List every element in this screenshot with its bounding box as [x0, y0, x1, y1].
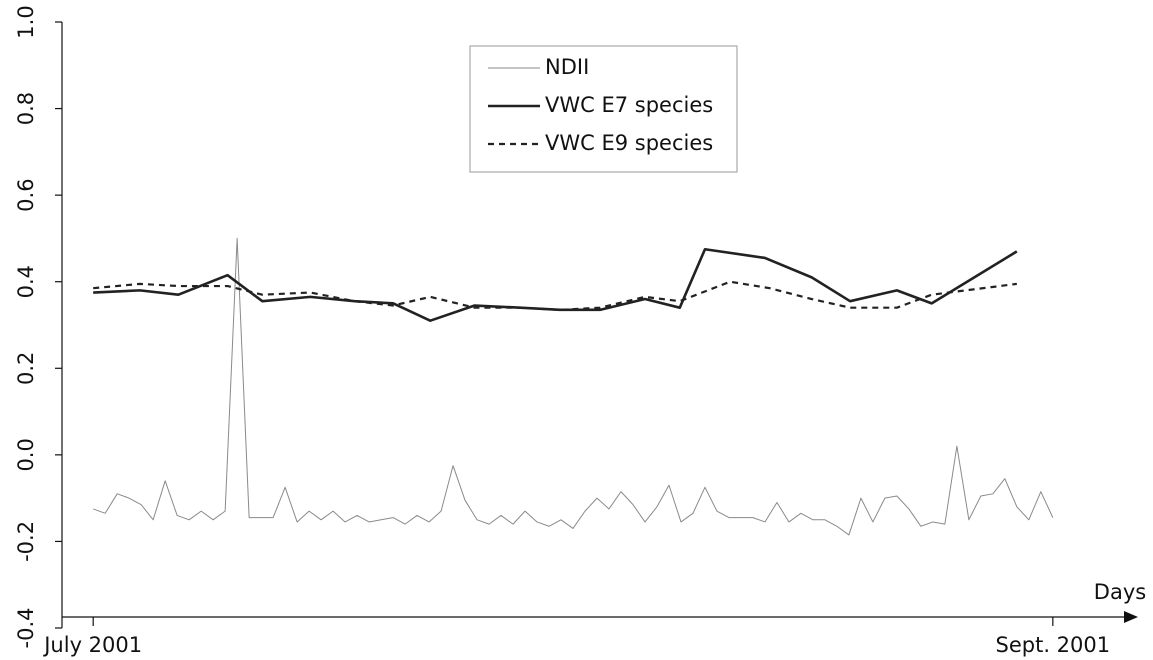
series-line	[93, 237, 1054, 536]
y-tick-label: 1.0	[14, 5, 38, 38]
series-line	[93, 280, 1017, 311]
legend-label: VWC E9 species	[545, 131, 713, 155]
x-tick-label: Sept. 2001	[996, 633, 1111, 657]
y-tick-label: 0.8	[14, 92, 38, 125]
y-tick-label: 0.0	[14, 438, 38, 471]
x-axis-label: Days	[1094, 580, 1146, 604]
y-tick-label: -0.4	[14, 608, 38, 649]
x-tick-label: July 2001	[42, 633, 142, 657]
x-axis-arrow	[1124, 611, 1138, 623]
y-tick-label: 0.6	[14, 178, 38, 211]
legend-label: NDII	[545, 55, 589, 79]
legend-box	[469, 45, 738, 173]
y-tick-label: 0.2	[14, 352, 38, 385]
y-tick-label: -0.2	[14, 521, 38, 562]
y-tick-label: 0.4	[14, 265, 38, 298]
legend-label: VWC E7 species	[545, 93, 713, 117]
